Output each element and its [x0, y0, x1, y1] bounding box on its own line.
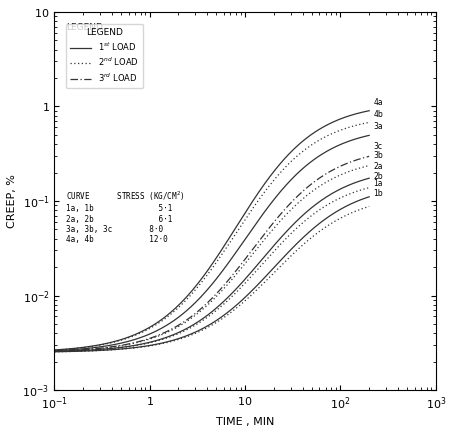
Text: 1b: 1b [373, 189, 383, 198]
X-axis label: TIME , MIN: TIME , MIN [216, 417, 274, 427]
Text: CURVE      STRESS (KG/CM$^2$)
1a, 1b              5·1
2a, 2b              6·1
3a: CURVE STRESS (KG/CM$^2$) 1a, 1b 5·1 2a, … [66, 178, 185, 244]
Text: 2b: 2b [373, 172, 383, 181]
Text: 3a: 3a [373, 122, 383, 131]
Text: 1a: 1a [373, 178, 383, 187]
Legend: 1$^{st}$ LOAD, 2$^{nd}$ LOAD, 3$^{rd}$ LOAD: 1$^{st}$ LOAD, 2$^{nd}$ LOAD, 3$^{rd}$ L… [66, 24, 143, 88]
Y-axis label: CREEP, %: CREEP, % [7, 174, 17, 228]
Text: 3c: 3c [373, 141, 382, 151]
Text: 3b: 3b [373, 151, 383, 161]
Text: 4a: 4a [373, 98, 383, 107]
Text: 2a: 2a [373, 162, 383, 171]
Text: 4b: 4b [373, 110, 383, 119]
Text: LEGEND: LEGEND [66, 23, 103, 32]
